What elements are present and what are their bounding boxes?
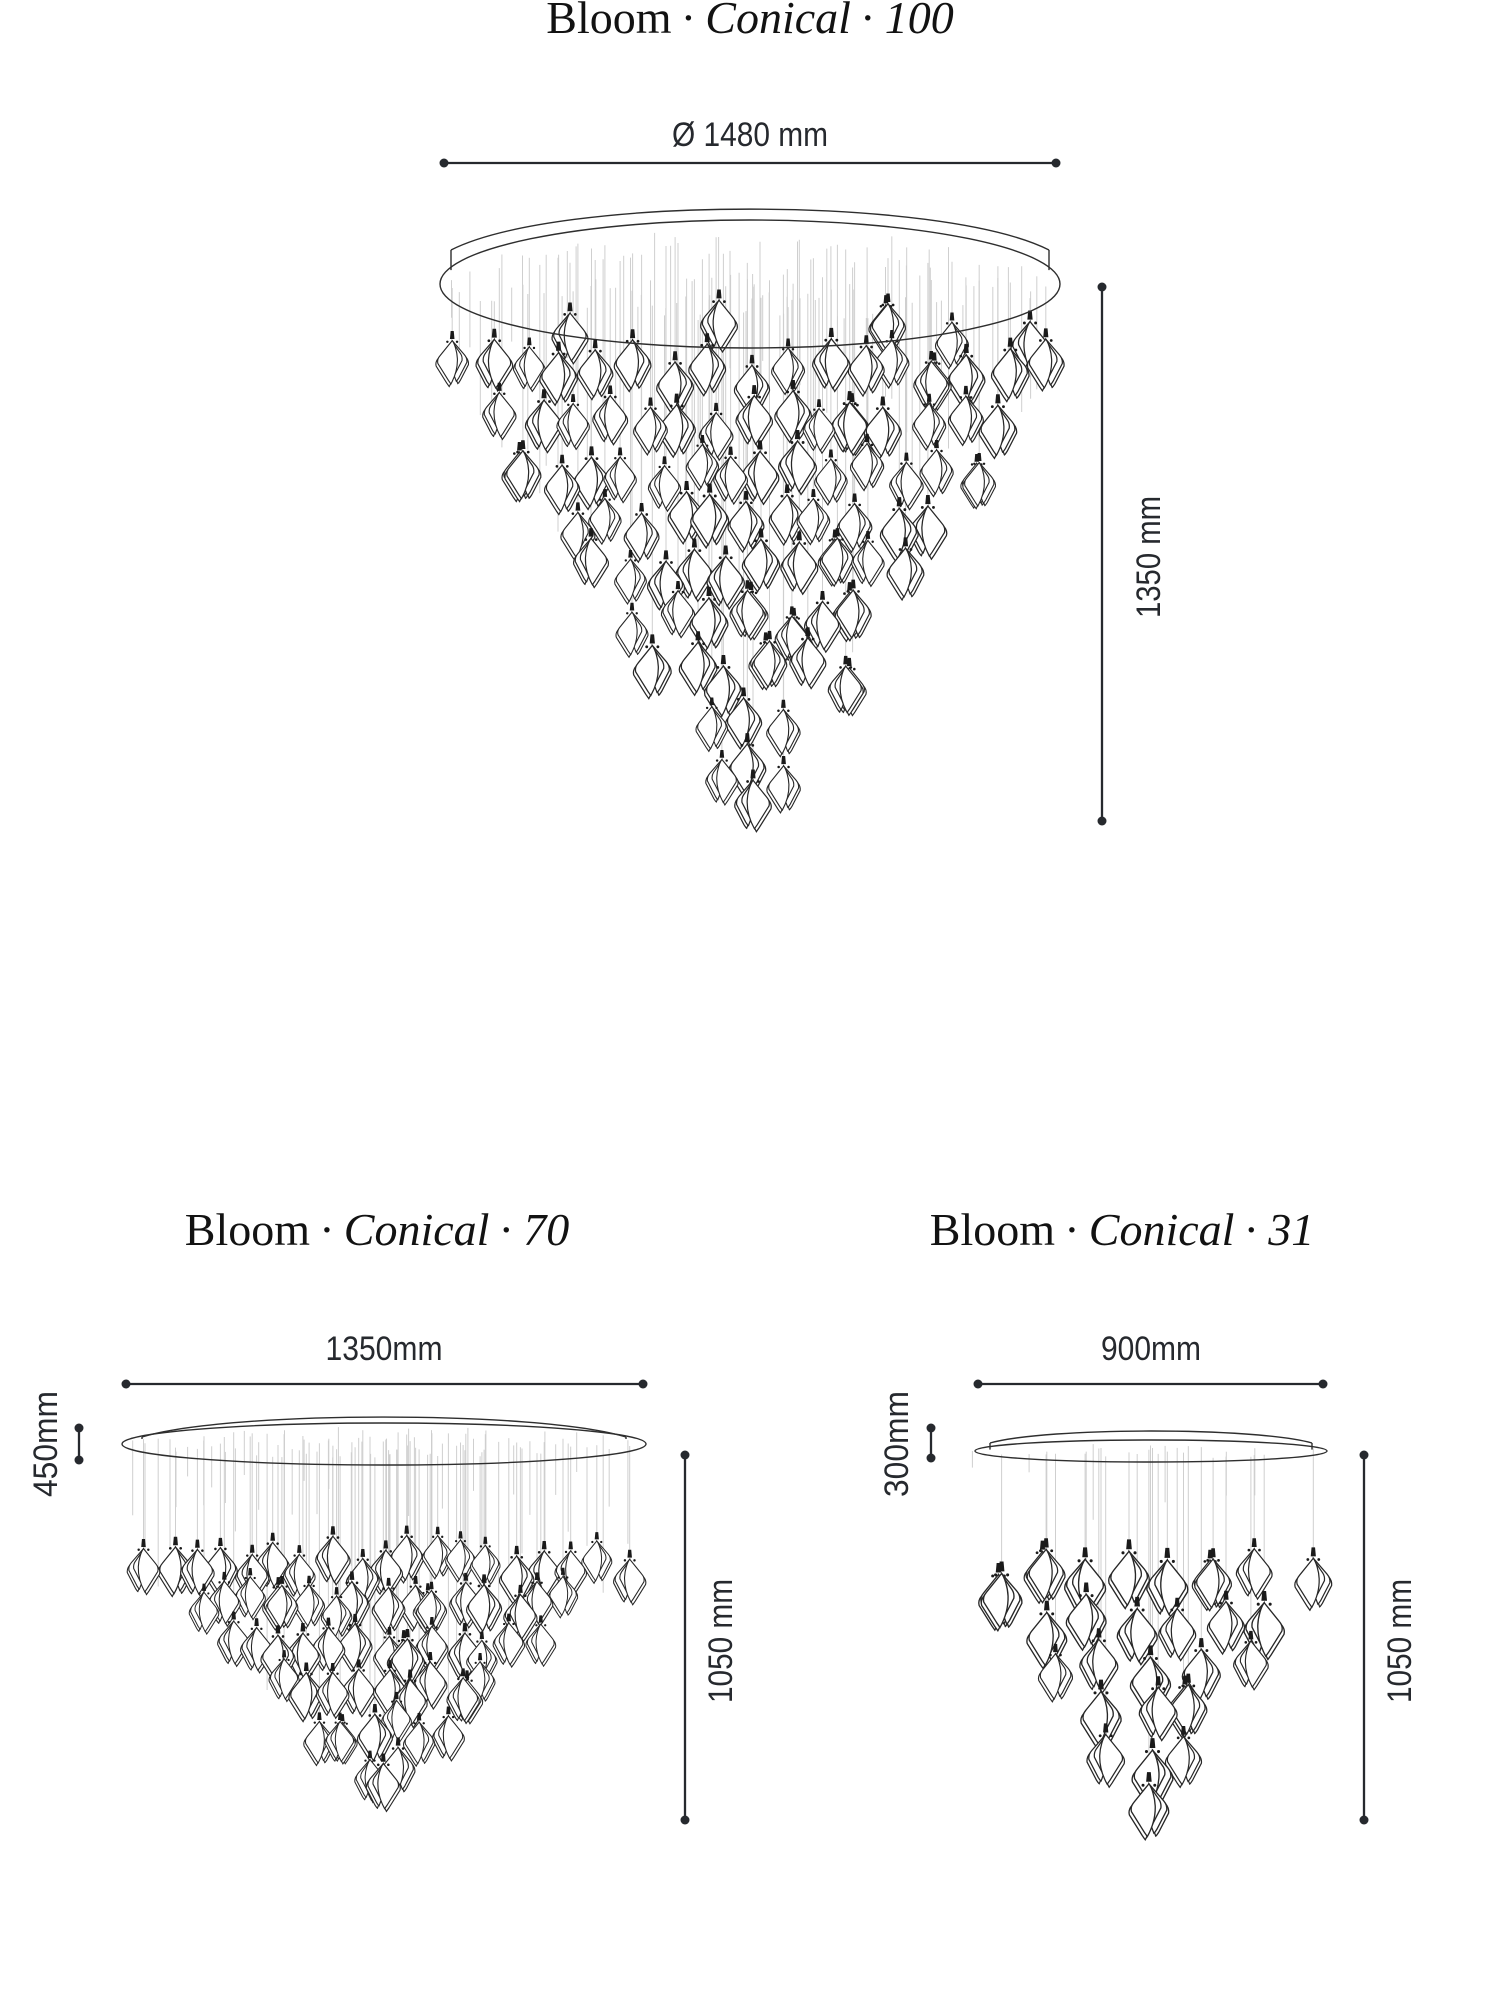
svg-text:Ø 1480 mm: Ø 1480 mm [672, 116, 828, 154]
svg-text:900mm: 900mm [1101, 1330, 1201, 1368]
svg-text:1050 mm: 1050 mm [702, 1579, 740, 1703]
svg-text:1050 mm: 1050 mm [1381, 1579, 1419, 1703]
svg-text:1350mm: 1350mm [326, 1330, 443, 1368]
svg-text:Bloom · Conical · 31: Bloom · Conical · 31 [930, 1204, 1314, 1255]
svg-text:Bloom · Conical · 100: Bloom · Conical · 100 [546, 0, 953, 43]
svg-text:450mm: 450mm [27, 1391, 65, 1497]
svg-text:300mm: 300mm [878, 1391, 916, 1497]
svg-text:1350 mm: 1350 mm [1130, 496, 1168, 618]
svg-text:Bloom · Conical · 70: Bloom · Conical · 70 [185, 1204, 569, 1255]
